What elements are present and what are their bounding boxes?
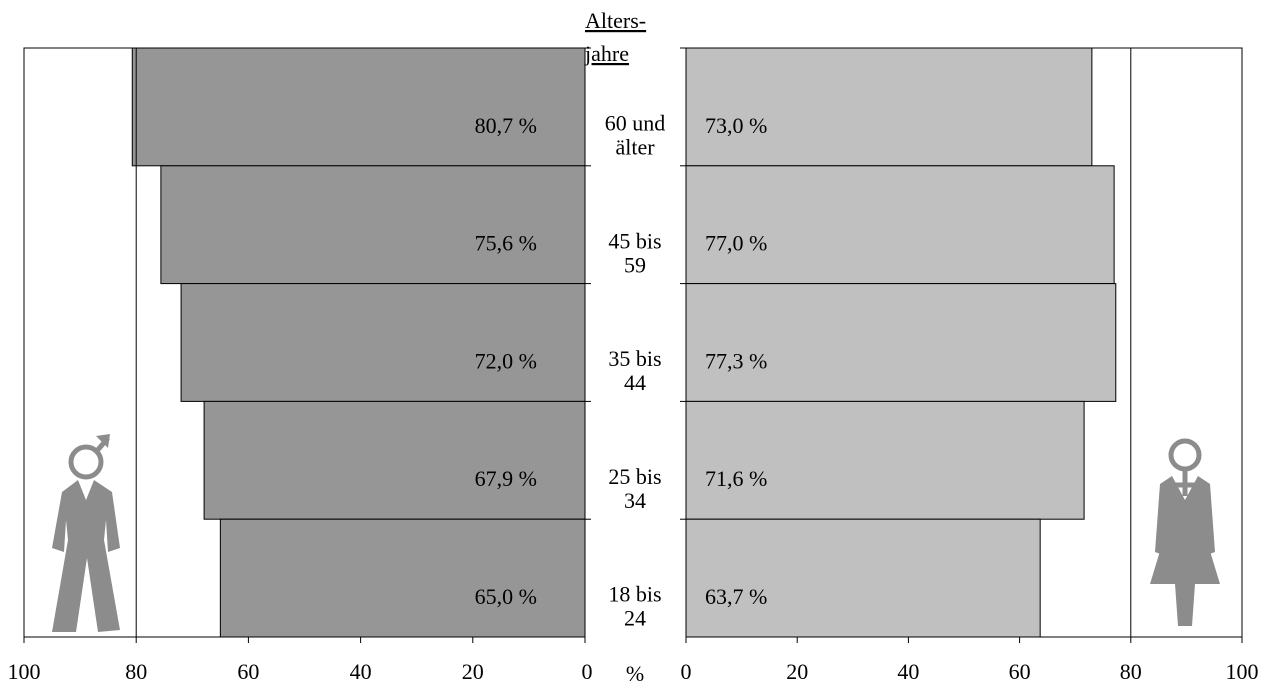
- left-bar: [160, 165, 586, 285]
- left-data-label: 65,0 %: [475, 584, 537, 609]
- right-bar: [685, 283, 1117, 402]
- category-label: 24: [624, 606, 646, 631]
- right-bar: [685, 47, 1093, 167]
- category-label: 59: [624, 252, 646, 277]
- x-unit-label: %: [626, 661, 644, 686]
- category-label: 35 bis: [608, 346, 661, 371]
- x-tick-label: 80: [1120, 659, 1142, 684]
- right-bar: [685, 518, 1041, 638]
- category-label: 34: [624, 488, 646, 513]
- y-axis-title: Alters-jahre: [584, 8, 646, 66]
- left-bar: [203, 400, 586, 520]
- category-label: 18 bis: [608, 582, 661, 607]
- x-tick-label: 100: [8, 659, 41, 684]
- category-label: 25 bis: [608, 464, 661, 489]
- right-data-label: 77,0 %: [705, 231, 767, 256]
- male-figure-icon: [52, 434, 120, 632]
- right-bars: 73,0 % 77,0 % 77,3 % 71,6 % 63,7 %: [685, 47, 1117, 638]
- right-data-label: 73,0 %: [705, 113, 767, 138]
- category-label: älter: [615, 134, 655, 159]
- right-data-label: 71,6 %: [705, 466, 767, 491]
- x-tick-label: 20: [462, 659, 484, 684]
- left-plot-frame: [23, 47, 586, 638]
- left-bars: 80,7 % 75,6 % 72,0 % 67,9 % 65,0 %: [131, 47, 586, 638]
- y-axis-title-line: Alters-: [585, 8, 646, 33]
- right-bar: [685, 400, 1085, 520]
- left-data-label: 75,6 %: [475, 231, 537, 256]
- x-tick-label: 20: [786, 659, 808, 684]
- x-tick-label: 40: [350, 659, 372, 684]
- left-data-label: 72,0 %: [475, 348, 537, 373]
- right-plot-frame: [685, 47, 1243, 638]
- right-data-label: 63,7 %: [705, 584, 767, 609]
- x-tick-label: 80: [125, 659, 147, 684]
- category-label: 44: [624, 370, 646, 395]
- x-tick-label: 60: [237, 659, 259, 684]
- x-tick-label: 100: [1226, 659, 1259, 684]
- left-bar: [131, 47, 586, 167]
- left-bar: [180, 283, 586, 402]
- right-data-label: 77,3 %: [705, 348, 767, 373]
- x-tick-label: 0: [681, 659, 692, 684]
- x-tick-label: 40: [897, 659, 919, 684]
- category-label: 60 und: [605, 110, 666, 135]
- x-tick-label: 0: [582, 659, 593, 684]
- left-data-label: 67,9 %: [475, 466, 537, 491]
- left-bar: [219, 518, 586, 638]
- y-axis-title-line: jahre: [584, 41, 629, 66]
- category-label: 45 bis: [608, 228, 661, 253]
- left-data-label: 80,7 %: [475, 113, 537, 138]
- female-figure-icon: [1150, 438, 1220, 626]
- axes: 0 0 20 20 40 40 60 60 80 80 100 100%: [8, 47, 1259, 686]
- x-tick-label: 60: [1009, 659, 1031, 684]
- right-bar: [685, 165, 1115, 285]
